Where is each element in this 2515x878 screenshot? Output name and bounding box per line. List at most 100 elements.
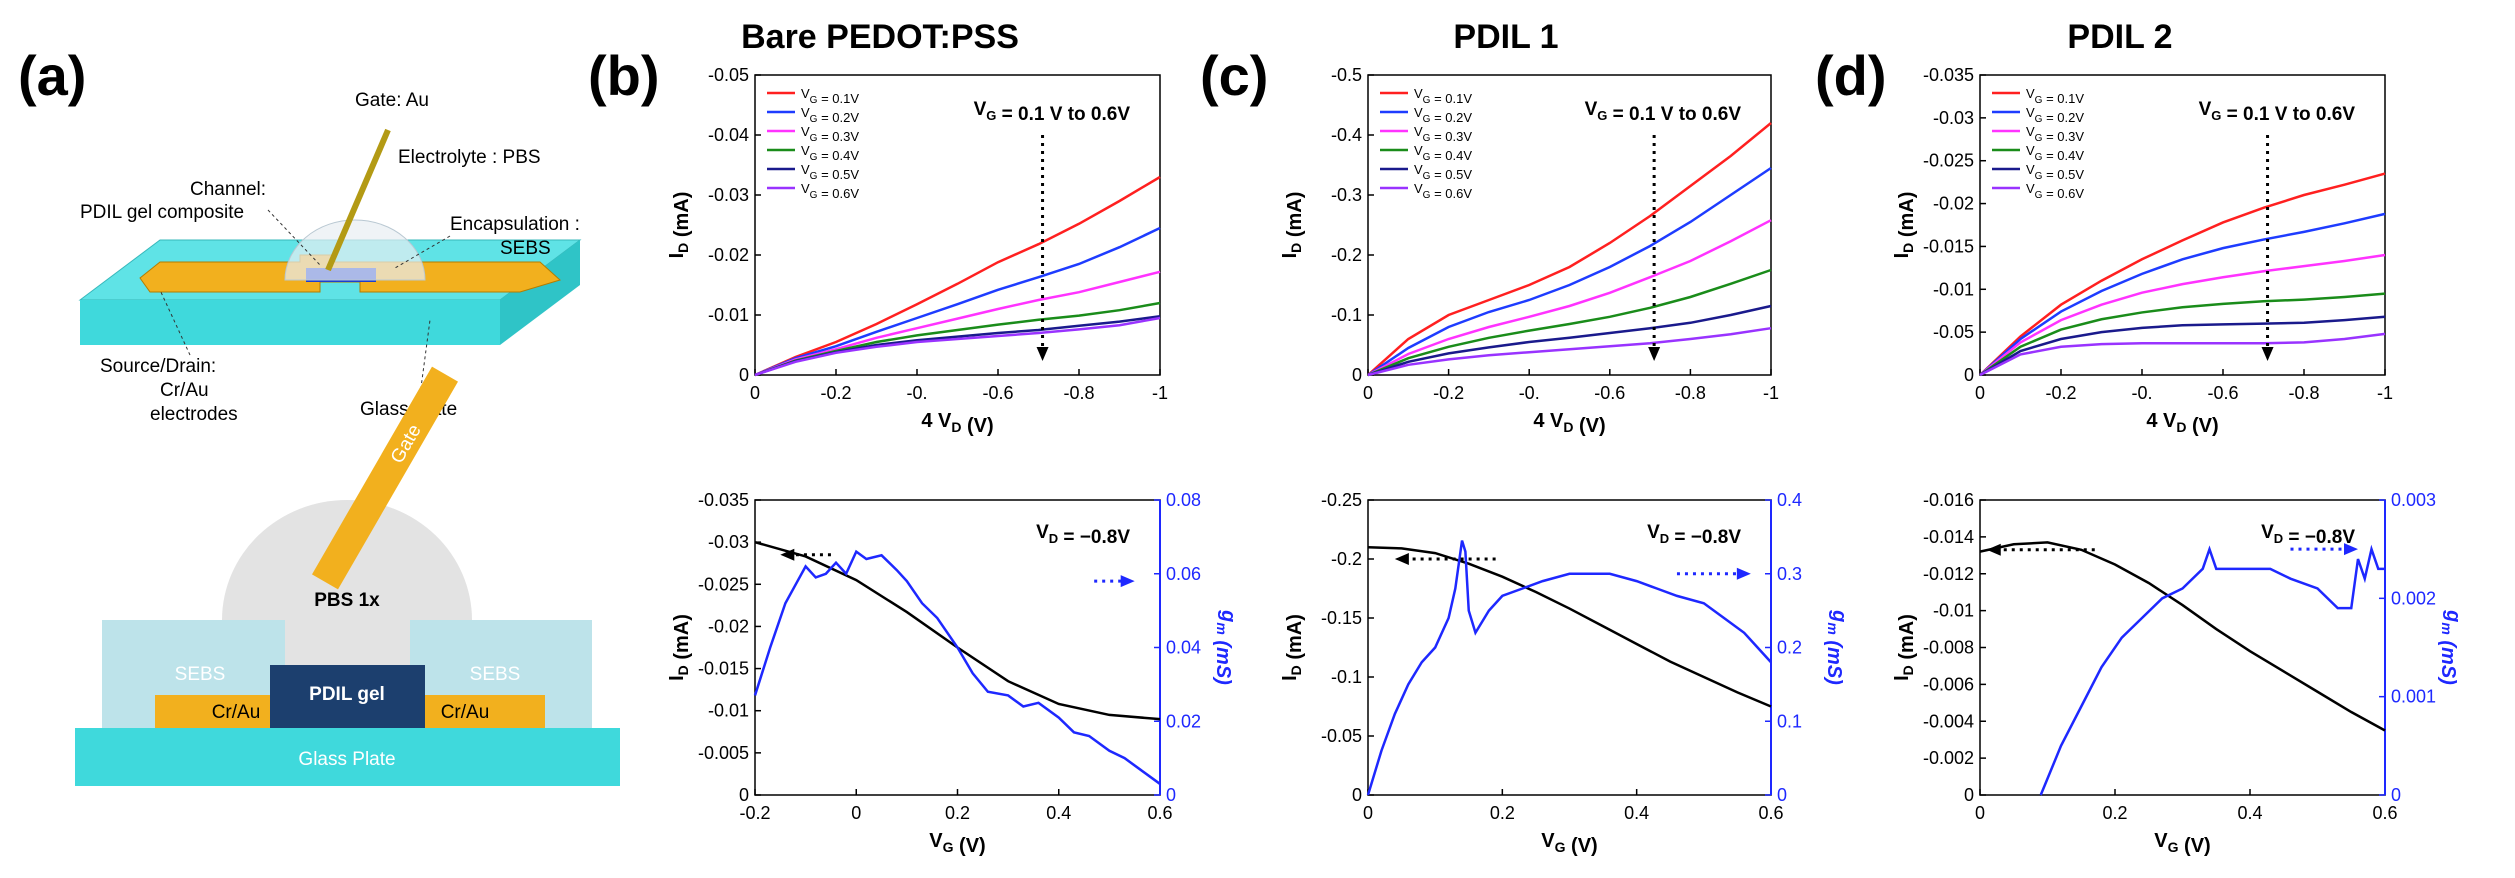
glass-plate-side-face [500,240,580,345]
y-tick-label: 0 [1352,785,1362,805]
y2-tick-label: 0.2 [1777,638,1802,658]
label-encap-2: SEBS [500,238,551,259]
x-tick-label: 0 [1363,803,1373,823]
y-axis-label: ID (mA) [1279,614,1306,681]
legend-label: VG = 0.3V [801,124,859,144]
y-tick-label: -0.3 [1331,185,1362,205]
series-line-vg-3 [1979,253,2386,376]
legend-label: VG = 0.3V [1414,124,1472,144]
label-electrolyte: Electrolyte : PBS [398,147,541,168]
chart-c_top: 0 -0.2 -0. -0.6 -0.8 -1 0 -0.1 -0.2 -0.3 -0.4 -0.5 4… [1279,65,1779,437]
y-axis-label: ID (mA) [666,614,693,681]
y-tick-label: -0.035 [698,490,749,510]
x-tick-label: 0 [1975,383,1985,403]
x-tick-label: -0.2 [739,803,770,823]
legend-label: VG = 0.6V [801,181,859,201]
panel-a: (a) Gate: Au Electrolyte : PBS Channel: … [18,44,620,786]
cs-crau-right-label: Cr/Au [441,702,490,723]
panel-c-title: PDIL 1 [1453,18,1558,56]
plot-frame [1979,74,2386,376]
x-tick-label: 0.2 [2102,803,2127,823]
label-channel-1: Channel: [190,179,266,200]
cs-crau-left-label: Cr/Au [212,702,261,723]
x-tick-fragment: 4 [921,410,938,432]
id-arrow-head [1986,543,2001,556]
x-tick-label: 0 [1363,383,1373,403]
vd-annotation: VD = −0.8V [1036,522,1130,548]
y2-tick-label: 0 [2391,785,2401,805]
x-tick-label: -0.8 [1063,383,1094,403]
series-line-vg-2 [754,226,1161,377]
cs-pdil-label: PDIL gel [309,684,385,705]
label-sd-2: Cr/Au [160,380,209,401]
y-tick-label: -0.004 [1923,711,1974,731]
vd-annotation: VD = −0.8V [1647,522,1741,548]
label-sd-3: electrodes [150,404,238,425]
gm-arrow-head [1120,575,1135,588]
series-line-vg-5 [1367,304,1772,377]
x-tick-label: -0.2 [2045,383,2076,403]
cs-sebs-right-label: SEBS [470,664,521,685]
id-curve [1979,541,2386,732]
leader-glass [419,319,431,396]
y-tick-label: -0.03 [708,532,749,552]
legend-label: VG = 0.5V [801,162,859,182]
x-tick-label: -1 [1763,383,1779,403]
vg-arrow-head [2261,347,2274,361]
y-tick-label: -0.008 [1923,638,1974,658]
series-line-vg-1 [1367,122,1772,376]
x-tick-label: -1 [2377,383,2393,403]
legend-label: VG = 0.2V [1414,105,1472,125]
x-tick-label: -1 [1152,383,1168,403]
pbs-droplet-3d [284,219,426,281]
id-arrow-head [1394,553,1409,565]
series-line-vg-4 [1367,268,1772,377]
y2-axis-label: gm (mS) [2437,609,2464,685]
y2-tick-label: 0 [1777,785,1787,805]
legend-label: VG = 0.4V [1414,143,1472,163]
y2-tick-label: 0 [1166,785,1176,805]
x-axis-label: VG (V) [2154,830,2210,857]
x-tick-label: 0 [750,383,760,403]
legend-label: VG = 0.1V [2026,86,2084,106]
series-line-vg-3 [1367,219,1772,377]
legend-label: VG = 0.6V [2026,181,2084,201]
panel-b-title: Bare PEDOT:PSS [741,18,1019,56]
y2-tick-label: 0.08 [1166,490,1201,510]
y2-tick-label: 0.001 [2391,687,2436,707]
cs-gate-rod [312,366,458,590]
y-tick-label: -0.035 [1923,65,1974,85]
legend-label: VG = 0.4V [801,143,859,163]
x-tick-label: -0. [1519,383,1540,403]
plot-frame [1367,74,1772,376]
series-line-vg-3 [754,270,1161,377]
y-tick-label: -0.002 [1923,748,1974,768]
x-tick-label: 0.2 [1490,803,1515,823]
x-axis-label: 4 VD (V) [921,410,993,437]
y-tick-label: -0.02 [1933,194,1974,214]
y-axis-label: ID (mA) [1891,192,1918,259]
y-tick-label: 0 [1352,365,1362,385]
y-tick-label: -0.1 [1331,305,1362,325]
x-tick-label: -0. [2131,383,2152,403]
gm-curve [1366,540,1772,796]
x-tick-label: -0.6 [1594,383,1625,403]
y-axis-label: ID (mA) [1891,614,1918,681]
x-tick-label: 0.2 [945,803,970,823]
x-tick-label: 0.6 [1758,803,1783,823]
glass-plate-front-face [80,300,500,345]
y-tick-label: -0.012 [1923,564,1974,584]
series-line-vg-2 [1979,212,2386,376]
x-tick-label: -0. [906,383,927,403]
series-line-vg-4 [1979,292,2386,377]
y2-tick-label: 0.1 [1777,711,1802,731]
cs-sebs-left-label: SEBS [175,664,226,685]
id-arrow-head [780,548,795,561]
y-tick-label: -0.2 [1331,549,1362,569]
charts-layer: 0 -0.2 -0. -0.6 -0.8 -10-0.01-0.02-0.03-0.04-… [666,65,2464,857]
vg-arrow-head [1648,347,1661,361]
legend-label: VG = 0.5V [1414,162,1472,182]
x-tick-label: -0.6 [2207,383,2238,403]
series-line-vg-6 [1367,326,1772,377]
label-sd-1: Source/Drain: [100,356,216,377]
